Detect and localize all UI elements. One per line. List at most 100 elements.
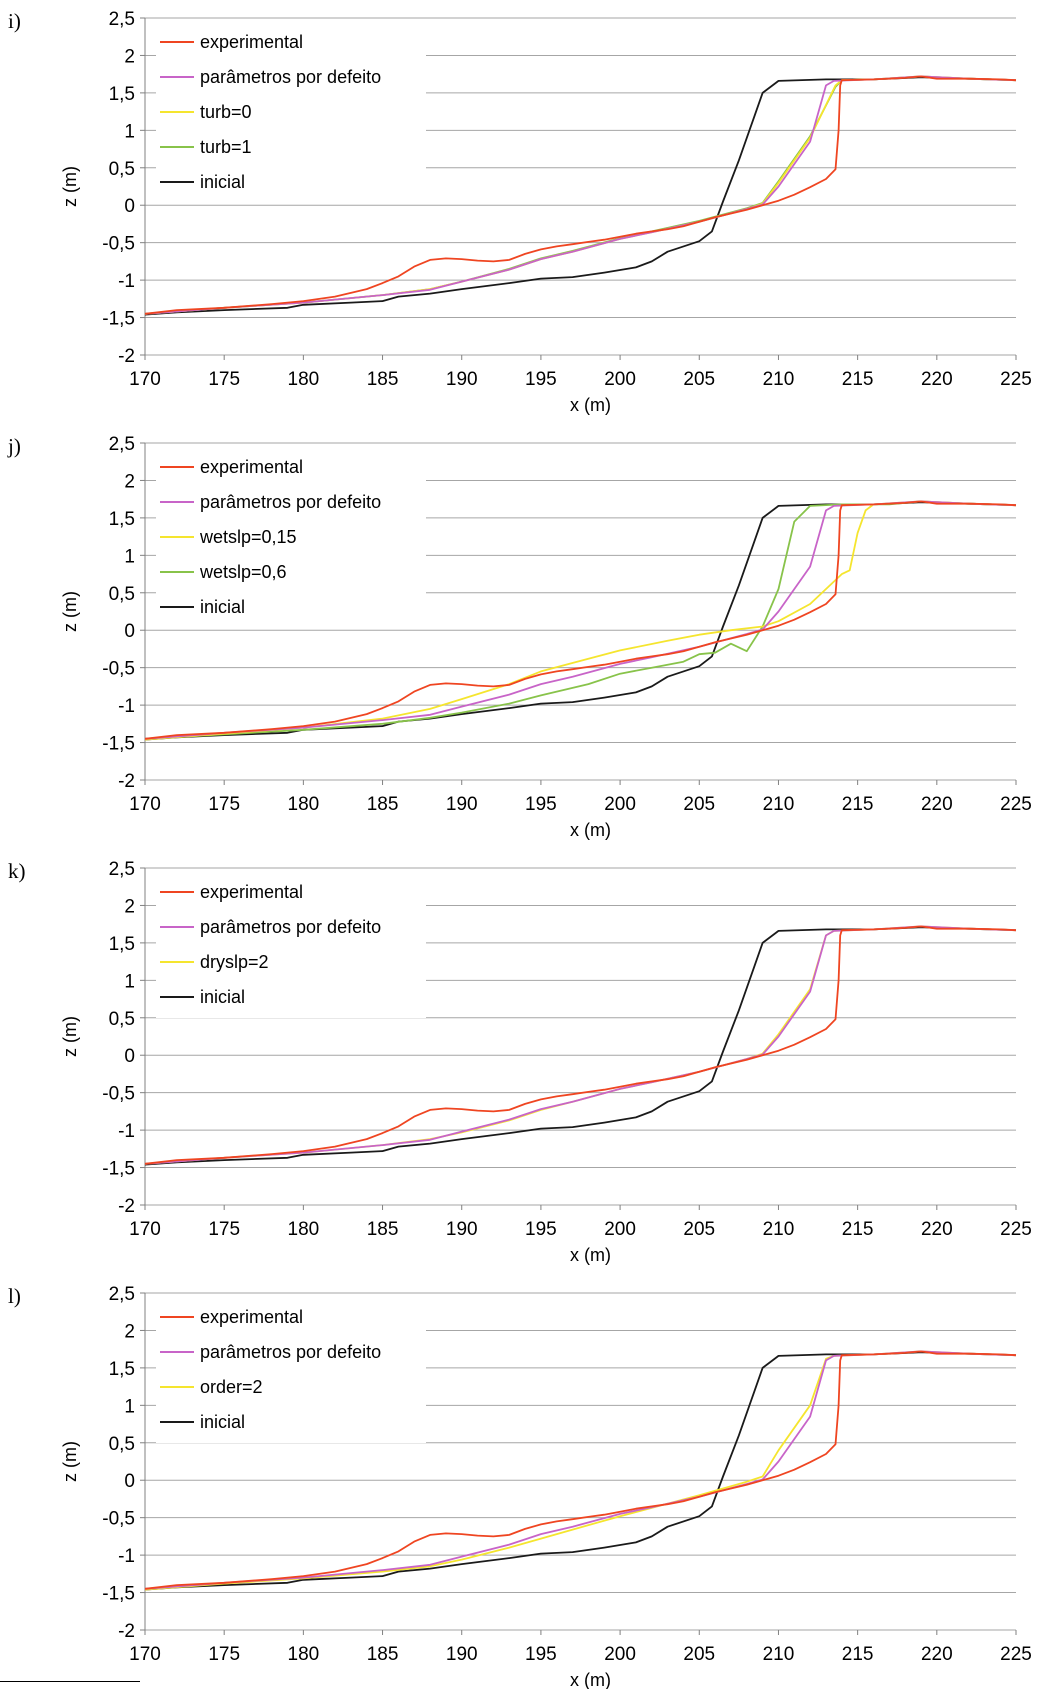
x-axis-title: x (m) (570, 1245, 611, 1265)
y-tick-label: 1,5 (109, 509, 135, 530)
y-axis-title: z (m) (60, 166, 80, 207)
x-tick-label: 200 (604, 369, 636, 390)
y-axis-title: z (m) (60, 1441, 80, 1482)
x-tick-label: 220 (921, 1644, 953, 1665)
x-tick-label: 190 (446, 1644, 478, 1665)
panel-label: j) (7, 434, 21, 458)
x-tick-label: 175 (208, 1219, 240, 1240)
y-tick-label: -1 (118, 1121, 135, 1142)
x-tick-label: 180 (288, 1644, 320, 1665)
x-tick-label: 225 (1000, 1219, 1032, 1240)
series-line-inicial (144, 76, 1017, 316)
panel-label: k) (8, 859, 26, 883)
x-tick-label: 195 (525, 794, 557, 815)
y-tick-label: 1 (124, 971, 135, 992)
legend-box (156, 451, 426, 628)
y-tick-label: 0,5 (109, 1434, 135, 1455)
x-tick-label: 225 (1000, 369, 1032, 390)
legend-label: turb=0 (200, 102, 252, 122)
y-tick-label: 1 (124, 1396, 135, 1417)
y-tick-label: 1 (124, 121, 135, 142)
y-tick-label: 2 (124, 1321, 135, 1342)
x-tick-label: 185 (367, 794, 399, 815)
series-line-experimental (144, 1350, 1017, 1590)
y-tick-label: 2 (124, 46, 135, 67)
x-tick-label: 205 (683, 1644, 715, 1665)
x-tick-label: 200 (604, 1219, 636, 1240)
x-tick-label: 210 (763, 1644, 795, 1665)
x-tick-label: 220 (921, 794, 953, 815)
y-tick-label: 1 (124, 546, 135, 567)
x-axis-title: x (m) (570, 820, 611, 840)
y-tick-label: -2 (118, 771, 135, 792)
legend-label: turb=1 (200, 137, 252, 157)
series-line-inicial (144, 1351, 1017, 1591)
y-tick-label: -1 (118, 1546, 135, 1567)
x-tick-label: 210 (763, 369, 795, 390)
x-tick-label: 200 (604, 1644, 636, 1665)
y-tick-label: 2,5 (109, 434, 135, 455)
x-tick-label: 215 (842, 1219, 874, 1240)
y-tick-label: 0,5 (109, 159, 135, 180)
x-tick-label: 170 (129, 1219, 161, 1240)
x-tick-label: 170 (129, 1644, 161, 1665)
legend-box (156, 26, 426, 203)
legend-label: parâmetros por defeito (200, 492, 381, 512)
series-line-experimental (144, 925, 1017, 1165)
series-line-inicial (144, 501, 1017, 741)
x-tick-label: 205 (683, 1219, 715, 1240)
y-tick-label: -2 (118, 1621, 135, 1642)
y-tick-label: 1,5 (109, 84, 135, 105)
y-tick-label: 2 (124, 896, 135, 917)
x-tick-label: 180 (288, 369, 320, 390)
series-line-experimental (144, 500, 1017, 740)
x-tick-label: 195 (525, 369, 557, 390)
y-tick-label: -2 (118, 346, 135, 367)
legend-label: parâmetros por defeito (200, 917, 381, 937)
legend-label: wetslp=0,6 (199, 562, 287, 582)
legend-label: order=2 (200, 1377, 263, 1397)
panel-label: i) (8, 9, 21, 33)
panel-label: l) (8, 1284, 21, 1308)
legend-box (156, 876, 426, 1018)
y-axis-title: z (m) (60, 1016, 80, 1057)
y-tick-label: -1,5 (102, 1584, 135, 1605)
x-tick-label: 205 (683, 369, 715, 390)
x-tick-label: 220 (921, 369, 953, 390)
legend-box (156, 1301, 426, 1443)
x-tick-label: 170 (129, 369, 161, 390)
y-tick-label: -1,5 (102, 309, 135, 330)
y-tick-label: 0,5 (109, 1009, 135, 1030)
legend-label: inicial (200, 172, 245, 192)
x-tick-label: 225 (1000, 794, 1032, 815)
y-tick-label: 0 (124, 1046, 135, 1067)
x-axis-title: x (m) (570, 1670, 611, 1689)
y-tick-label: -1 (118, 696, 135, 717)
y-tick-label: 2,5 (109, 9, 135, 30)
x-tick-label: 205 (683, 794, 715, 815)
x-tick-label: 175 (208, 794, 240, 815)
y-tick-label: 2 (124, 471, 135, 492)
x-tick-label: 225 (1000, 1644, 1032, 1665)
series-line-inicial (144, 926, 1017, 1166)
legend-label: inicial (200, 987, 245, 1007)
y-tick-label: -1,5 (102, 1159, 135, 1180)
x-tick-label: 195 (525, 1644, 557, 1665)
y-tick-label: -2 (118, 1196, 135, 1217)
y-tick-label: 0,5 (109, 584, 135, 605)
footer-rule (0, 1681, 140, 1682)
series-line-wetslp-0-15 (144, 500, 1017, 741)
x-tick-label: 170 (129, 794, 161, 815)
x-tick-label: 220 (921, 1219, 953, 1240)
x-tick-label: 185 (367, 1644, 399, 1665)
x-tick-label: 175 (208, 369, 240, 390)
legend-label: experimental (200, 1307, 303, 1327)
x-axis-title: x (m) (570, 395, 611, 415)
y-tick-label: 0 (124, 196, 135, 217)
legend-label: experimental (200, 882, 303, 902)
x-tick-label: 185 (367, 369, 399, 390)
